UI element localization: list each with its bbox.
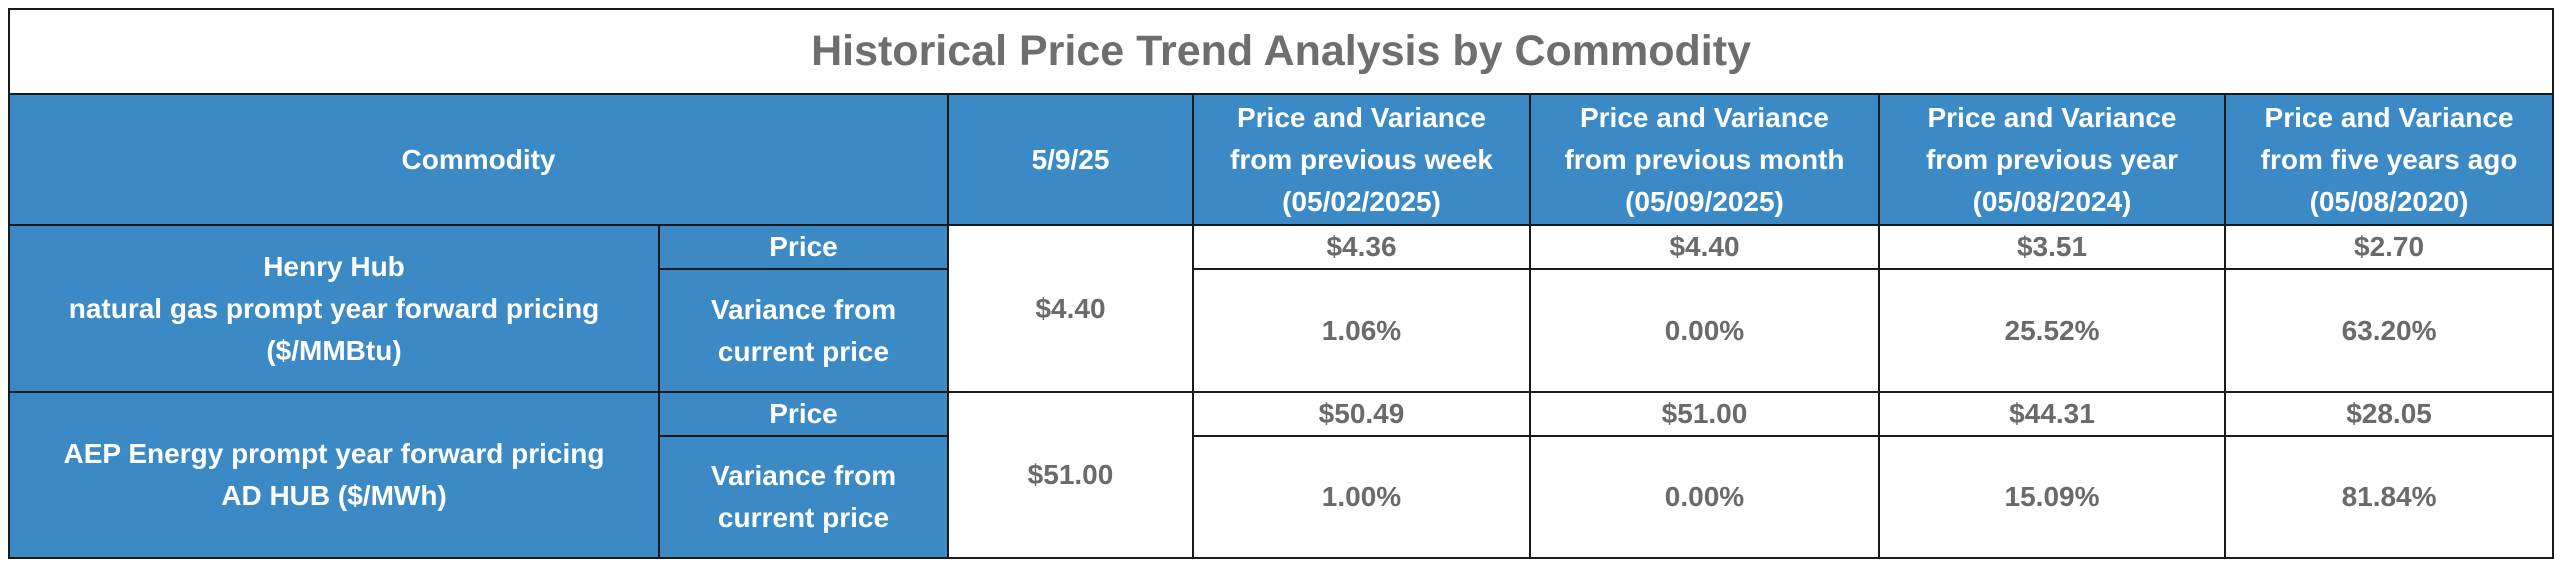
header-row: Commodity 5/9/25 Price and Variance from pr… — [8, 93, 2555, 226]
cell-line: Price and Variance — [1236, 101, 1487, 133]
cell-line: from previous month — [1564, 143, 1845, 175]
price-row: AEP Energy prompt year forward pricing AD… — [8, 391, 2555, 559]
variance-row: Variance from current price 1.00% 0.00% 15.0… — [9, 435, 2555, 559]
cell-line: (05/08/2020) — [2309, 185, 2469, 217]
table-body: Historical Price Trend Analysis by Commo… — [7, 8, 2555, 559]
commodity-name: Henry Hub natural gas prompt year forward… — [8, 224, 660, 393]
cell-line: 5/9/25 — [1031, 143, 1110, 175]
cell-line: ($/MMBtu) — [266, 334, 402, 366]
cell-line: (05/09/2025) — [1625, 185, 1784, 217]
header-cell: Price and Variance from previous year (05/… — [1878, 93, 2226, 226]
cell-line: from five years ago — [2260, 143, 2518, 175]
header-cell: Price and Variance from previous month (05… — [1529, 93, 1880, 226]
variance-value: 1.06% — [1192, 268, 1531, 393]
cell-line: (05/02/2025) — [1282, 185, 1441, 217]
price-value: $44.31 — [1878, 391, 2226, 437]
cell-line: (05/08/2024) — [1972, 185, 2132, 217]
variance-value: 15.09% — [1878, 435, 2226, 559]
price-label: Price — [658, 391, 949, 437]
header-cell: Price and Variance from five years ago (05… — [2223, 93, 2555, 226]
header-cell: Commodity — [8, 93, 949, 226]
variance-label: Variance from current price — [658, 435, 949, 559]
price-label: Price — [658, 224, 949, 270]
current-price: $51.00 — [947, 391, 1194, 559]
cell-line: natural gas prompt year forward pricing — [68, 292, 600, 324]
price-value: $50.49 — [1192, 391, 1531, 437]
cell-line: Price and Variance — [1927, 101, 2177, 133]
variance-value: 0.00% — [1529, 435, 1880, 559]
cell-line: current price — [717, 502, 890, 533]
cell-line: from previous year — [1925, 143, 2179, 175]
variance-value: 25.52% — [1878, 268, 2226, 393]
price-table: Historical Price Trend Analysis by Commo… — [7, 8, 2555, 559]
cell-line: Variance from — [710, 293, 897, 325]
header-cell: 5/9/25 — [947, 93, 1194, 226]
cell-line: Commodity — [401, 143, 556, 175]
variance-value: 63.20% — [2223, 268, 2555, 393]
table-title: Historical Price Trend Analysis by Commo… — [7, 8, 2555, 95]
cell-line: AD HUB ($/MWh) — [221, 480, 447, 511]
cell-line: Price and Variance — [2264, 101, 2514, 133]
price-value: $28.05 — [2223, 391, 2555, 437]
price-row: Henry Hub natural gas prompt year forward… — [8, 224, 2555, 393]
cell-line: Price and Variance — [1579, 101, 1830, 133]
cell-line: AEP Energy prompt year forward pricing — [63, 438, 605, 469]
commodity-name: AEP Energy prompt year forward pricing AD… — [8, 391, 660, 559]
variance-value: 1.00% — [1192, 435, 1531, 559]
cell-line: Price — [769, 398, 838, 429]
variance-value: 81.84% — [2223, 435, 2555, 559]
cell-line: from previous week — [1230, 143, 1493, 175]
variance-label: Variance from current price — [658, 268, 949, 393]
price-value: $4.36 — [1192, 224, 1531, 270]
price-value: $3.51 — [1878, 224, 2226, 270]
variance-row: Variance from current price 1.06% 0.00% 25.5… — [9, 268, 2555, 393]
title-row: Historical Price Trend Analysis by Commo… — [7, 8, 2555, 95]
cell-line: Variance from — [710, 460, 897, 491]
variance-value: 0.00% — [1529, 268, 1880, 393]
current-price: $4.40 — [947, 224, 1194, 393]
cell-line: Price — [769, 231, 838, 262]
cell-line: current price — [717, 335, 890, 367]
price-value: $2.70 — [2223, 224, 2555, 270]
header-cell: Price and Variance from previous week (05/… — [1192, 93, 1531, 226]
cell-line: Henry Hub — [263, 250, 405, 282]
price-value: $4.40 — [1529, 224, 1880, 270]
price-value: $51.00 — [1529, 391, 1880, 437]
